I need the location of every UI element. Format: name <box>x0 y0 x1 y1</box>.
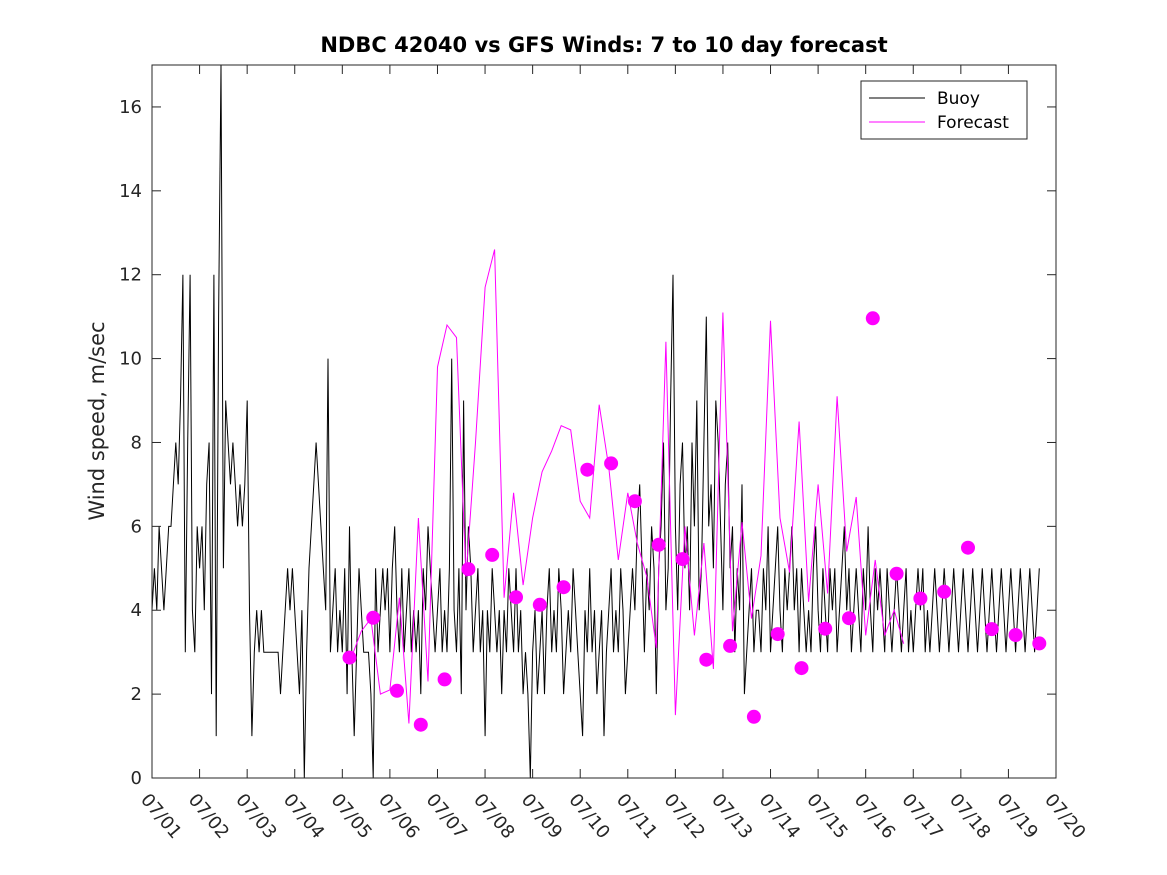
forecast-marker <box>746 709 761 724</box>
forecast-marker <box>485 547 500 562</box>
y-axis-label: Wind speed, m/sec <box>85 321 109 520</box>
forecast-marker <box>842 611 856 626</box>
forecast-marker <box>937 584 952 599</box>
forecast-marker <box>675 552 690 567</box>
forecast-marker <box>556 580 571 595</box>
plot-frame <box>151 64 1057 779</box>
y-tick-label: 16 <box>119 97 142 118</box>
forecast-marker <box>723 638 738 653</box>
legend-label-forecast: Forecast <box>937 113 1009 133</box>
y-tick-label: 4 <box>131 600 142 621</box>
buoy-series <box>151 64 1040 779</box>
y-tick-label: 12 <box>119 265 142 286</box>
forecast-marker <box>984 622 999 637</box>
forecast-marker <box>913 591 928 606</box>
forecast-marker <box>961 540 975 555</box>
y-tick-label: 8 <box>131 432 142 453</box>
forecast-marker <box>366 610 381 625</box>
forecast-marker <box>818 621 833 636</box>
forecast-marker <box>699 652 714 667</box>
forecast-marker <box>509 590 523 605</box>
forecast-marker <box>342 650 357 665</box>
forecast-marker <box>1008 628 1023 642</box>
forecast-marker <box>604 456 619 471</box>
plot-area <box>152 65 1056 778</box>
forecast-marker <box>1032 636 1047 651</box>
forecast-marker <box>651 537 666 552</box>
forecast-marker <box>770 627 785 642</box>
y-axis-ticks: 0 2 4 6 8 10 12 14 16 <box>119 97 1056 789</box>
y-tick-label: 0 <box>131 768 142 789</box>
legend-box <box>860 80 1028 140</box>
y-tick-label: 6 <box>131 516 142 537</box>
forecast-marker <box>889 566 904 581</box>
legend: Buoy Forecast <box>860 80 1028 140</box>
y-tick-label: 2 <box>131 684 142 705</box>
forecast-marker <box>794 661 809 676</box>
forecast-marker <box>580 462 595 477</box>
y-tick-label: 14 <box>119 181 142 202</box>
chart-title: NDBC 42040 vs GFS Winds: 7 to 10 day for… <box>320 33 887 57</box>
forecast-marker <box>390 683 404 698</box>
forecast-marker <box>437 672 452 687</box>
forecast-marker <box>413 717 428 732</box>
y-tick-label: 10 <box>119 349 142 370</box>
forecast-marker <box>627 494 642 509</box>
forecast-markers <box>342 311 1047 732</box>
legend-label-buoy: Buoy <box>937 89 980 109</box>
forecast-marker <box>865 311 880 326</box>
forecast-line <box>351 249 905 724</box>
forecast-series <box>351 249 905 724</box>
forecast-marker <box>532 597 547 612</box>
buoy-line <box>151 64 1040 779</box>
forecast-marker <box>461 562 476 577</box>
